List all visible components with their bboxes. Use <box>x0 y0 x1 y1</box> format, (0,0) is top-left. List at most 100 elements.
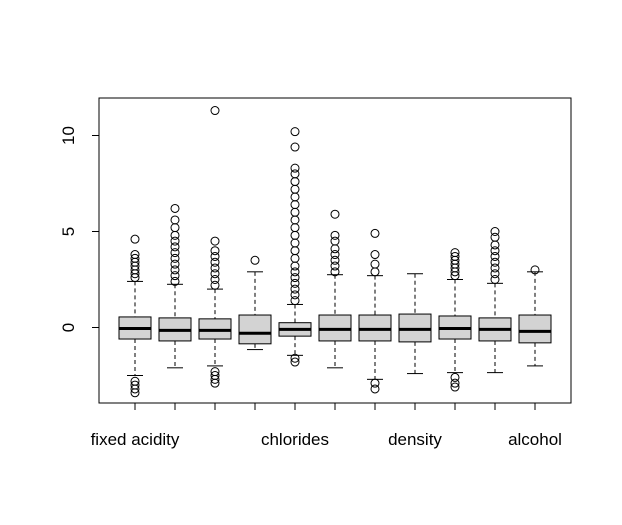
outlier-point <box>450 372 460 382</box>
outlier-point <box>290 357 300 367</box>
outlier-point <box>490 227 500 236</box>
outlier-point <box>290 253 300 263</box>
outlier-point <box>370 267 380 277</box>
outlier-point <box>330 244 340 254</box>
outlier-point <box>170 276 180 286</box>
outlier-point <box>290 246 300 256</box>
outlier-point <box>290 261 300 271</box>
outlier-point <box>330 250 340 260</box>
outlier-point <box>450 382 460 392</box>
box-7 <box>358 228 392 394</box>
outlier-point <box>290 296 300 306</box>
box-5 <box>278 127 312 367</box>
box-body <box>518 314 552 344</box>
outlier-point <box>290 169 300 179</box>
outlier-point <box>170 223 180 233</box>
box-9 <box>438 248 472 392</box>
outlier-point <box>290 230 300 240</box>
y-tick-label: 5 <box>59 227 78 236</box>
outlier-point <box>450 378 460 388</box>
outlier-point <box>210 251 220 261</box>
outlier-point <box>290 192 300 202</box>
outlier-point <box>330 236 340 246</box>
outlier-point <box>290 223 300 233</box>
outlier-point <box>450 251 460 261</box>
outlier-point <box>210 106 220 116</box>
outlier-point <box>210 269 220 279</box>
box-8 <box>398 273 432 375</box>
outlier-point <box>290 353 300 363</box>
outlier-point <box>490 240 500 250</box>
box-10 <box>478 227 512 374</box>
outlier-point <box>450 248 460 258</box>
outlier-point <box>330 209 340 219</box>
outlier-point <box>330 230 340 240</box>
outlier-point <box>170 265 180 275</box>
box-body <box>238 314 272 345</box>
outlier-point <box>290 184 300 194</box>
outlier-point <box>290 284 300 294</box>
x-tick-label: alcohol <box>508 430 562 449</box>
outlier-point <box>170 242 180 252</box>
outlier-point <box>370 378 380 388</box>
box-3 <box>198 106 232 388</box>
outlier-point <box>170 236 180 246</box>
outlier-point <box>130 253 140 263</box>
outlier-point <box>210 275 220 284</box>
y-tick-label: 0 <box>59 323 78 332</box>
outlier-point <box>290 207 300 217</box>
outlier-point <box>370 259 380 269</box>
box-11 <box>518 265 552 367</box>
outlier-point <box>290 273 300 283</box>
outlier-point <box>490 246 500 256</box>
outlier-point <box>290 215 300 225</box>
outlier-point <box>290 267 300 277</box>
outlier-point <box>130 250 140 260</box>
outlier-point <box>290 278 300 288</box>
x-tick-label: density <box>388 430 442 449</box>
outlier-point <box>210 236 220 246</box>
outlier-point <box>290 163 300 173</box>
box-4 <box>238 255 272 351</box>
outlier-point <box>210 367 220 377</box>
outlier-point <box>490 263 500 273</box>
outlier-point <box>290 127 300 137</box>
outlier-point <box>130 376 140 386</box>
outlier-point <box>290 238 300 248</box>
outlier-point <box>290 290 300 300</box>
outlier-point <box>130 380 140 390</box>
outlier-point <box>330 267 340 277</box>
outlier-point <box>330 261 340 271</box>
outlier-point <box>490 232 500 242</box>
outlier-point <box>370 384 380 394</box>
outlier-point <box>530 265 540 275</box>
outlier-point <box>170 248 180 258</box>
outlier-point <box>250 255 260 265</box>
box-2 <box>158 203 192 369</box>
outlier-point <box>170 259 180 269</box>
y-tick-label: 10 <box>59 126 78 145</box>
outlier-point <box>290 142 300 152</box>
box-1 <box>118 234 152 398</box>
outlier-point <box>290 200 300 210</box>
outlier-point <box>210 263 220 273</box>
box-6 <box>318 209 352 369</box>
outlier-point <box>170 203 180 213</box>
outlier-point <box>490 269 500 279</box>
x-tick-label: fixed acidity <box>91 430 180 449</box>
outlier-point <box>490 251 500 261</box>
outlier-point <box>490 275 500 284</box>
outlier-point <box>290 177 300 187</box>
outlier-point <box>210 371 220 380</box>
y-axis: 0 5 10 <box>59 126 100 332</box>
outlier-point <box>130 234 140 244</box>
outlier-point <box>170 253 180 263</box>
outlier-point <box>490 257 500 267</box>
x-axis: fixed acidity chlorides density alcohol <box>91 402 562 449</box>
x-tick-label: chlorides <box>261 430 329 449</box>
outlier-point <box>210 246 220 256</box>
outlier-point <box>170 271 180 281</box>
outlier-point <box>370 250 380 260</box>
outlier-point <box>170 215 180 225</box>
